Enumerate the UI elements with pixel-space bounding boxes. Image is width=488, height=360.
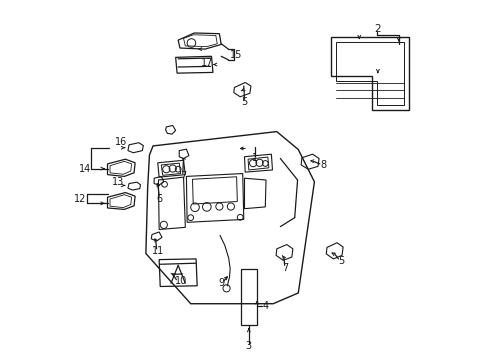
Text: 12: 12 — [74, 194, 86, 204]
Text: 4: 4 — [262, 301, 268, 311]
Text: 13: 13 — [112, 177, 124, 187]
Text: 11: 11 — [151, 246, 163, 256]
Text: 14: 14 — [79, 163, 91, 174]
Text: 2: 2 — [373, 24, 380, 35]
Text: 17: 17 — [200, 58, 213, 68]
Text: 15: 15 — [230, 50, 243, 60]
Text: 16: 16 — [114, 138, 127, 147]
Text: 7: 7 — [179, 171, 185, 181]
Text: 1: 1 — [252, 153, 258, 163]
Text: 6: 6 — [156, 194, 162, 204]
Text: 9: 9 — [218, 278, 224, 288]
Text: 7: 7 — [282, 263, 288, 273]
Text: 10: 10 — [174, 276, 186, 286]
Text: 8: 8 — [320, 160, 326, 170]
Text: 3: 3 — [245, 341, 251, 351]
Text: 5: 5 — [241, 97, 247, 107]
Text: 5: 5 — [338, 256, 344, 266]
